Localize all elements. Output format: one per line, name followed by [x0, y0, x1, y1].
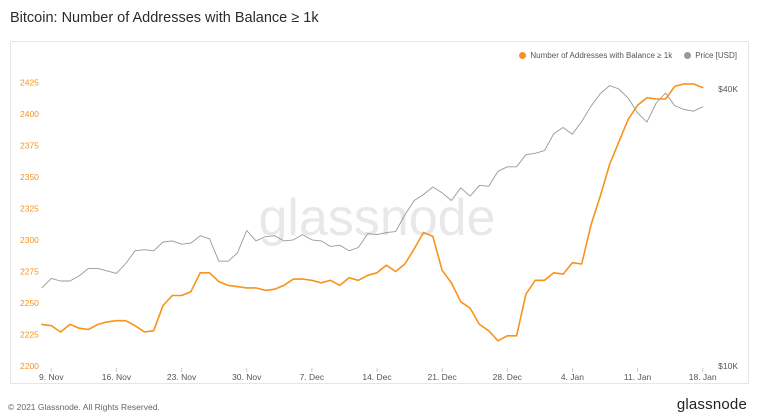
- x-tick-label: 9. Nov: [39, 372, 64, 382]
- chart-frame: [10, 41, 749, 384]
- y-left-tick-label: 2250: [20, 298, 39, 308]
- y-left-tick-label: 2325: [20, 204, 39, 214]
- series-line-price: [41, 85, 704, 289]
- x-tick-label: 23. Nov: [167, 372, 197, 382]
- x-tick-label: 28. Dec: [493, 372, 523, 382]
- x-tick-label: 4. Jan: [561, 372, 584, 382]
- legend-item-addresses[interactable]: Number of Addresses with Balance ≥ 1k: [519, 51, 672, 60]
- chart-legend: Number of Addresses with Balance ≥ 1k Pr…: [519, 51, 737, 60]
- y-left-tick-label: 2400: [20, 109, 39, 119]
- x-tick-label: 18. Jan: [689, 372, 717, 382]
- y-right-tick-label: $40K: [718, 84, 738, 94]
- x-tick-label: 30. Nov: [232, 372, 262, 382]
- legend-label-addresses: Number of Addresses with Balance ≥ 1k: [530, 51, 673, 60]
- y-left-tick-label: 2425: [20, 78, 39, 88]
- legend-item-price[interactable]: Price [USD]: [684, 51, 737, 60]
- y-left-tick-label: 2375: [20, 141, 39, 151]
- legend-dot-price: [684, 52, 692, 59]
- legend-dot-addresses: [519, 52, 527, 59]
- y-right-tick-label: $10K: [718, 361, 738, 371]
- legend-label-price: Price [USD]: [695, 51, 737, 60]
- y-left-tick-label: 2225: [20, 330, 39, 340]
- x-tick-label: 21. Dec: [427, 372, 457, 382]
- watermark-text: glassnode: [258, 189, 495, 247]
- glassnode-logo[interactable]: glassnode: [676, 396, 747, 413]
- y-left-tick-label: 2200: [20, 361, 39, 371]
- y-left-tick-label: 2275: [20, 267, 39, 277]
- y-left-tick-label: 2300: [20, 235, 39, 245]
- x-tick-label: 14. Dec: [362, 372, 392, 382]
- x-tick-label: 11. Jan: [624, 372, 652, 382]
- x-tick-label: 16. Nov: [102, 372, 132, 382]
- x-tick-label: 7. Dec: [300, 372, 325, 382]
- chart-title: Bitcoin: Number of Addresses with Balanc…: [10, 10, 319, 26]
- copyright-text: © 2021 Glassnode. All Rights Reserved.: [8, 402, 160, 412]
- y-left-tick-label: 2350: [20, 172, 39, 182]
- series-line-addresses: [41, 83, 704, 342]
